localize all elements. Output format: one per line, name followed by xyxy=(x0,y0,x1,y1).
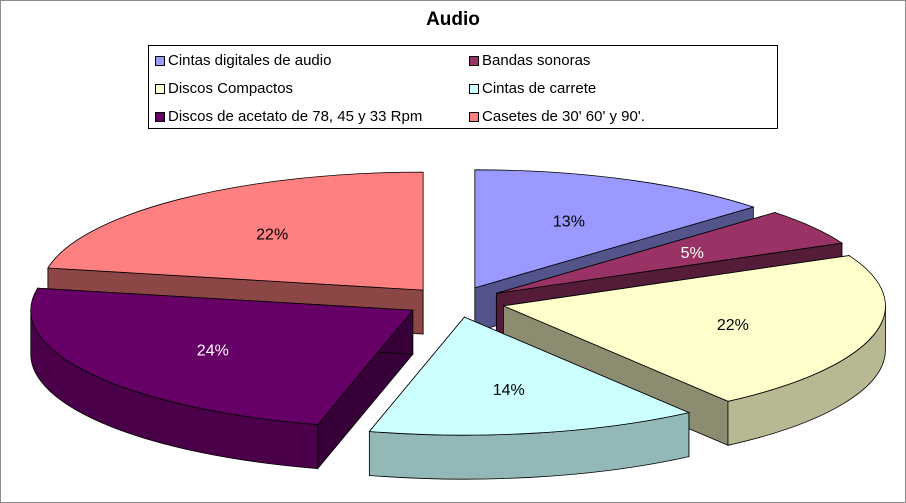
legend-swatch xyxy=(469,84,479,94)
data-label-bandas-sonoras: 5% xyxy=(681,245,704,262)
legend-swatch xyxy=(155,56,165,66)
slice-top-face xyxy=(501,255,886,402)
data-label-cintas-digitales: 13% xyxy=(553,214,585,231)
legend-label: Bandas sonoras xyxy=(482,52,591,69)
legend-label: Cintas digitales de audio xyxy=(168,52,332,69)
legend-swatch xyxy=(469,56,479,66)
data-label-discos-compactos: 22% xyxy=(717,317,749,334)
data-label-discos-acetato: 24% xyxy=(197,342,229,359)
legend-label: Discos Compactos xyxy=(168,80,294,97)
slice-top-face xyxy=(474,169,755,289)
slice-top-face xyxy=(30,287,414,425)
pie-slice-cintas-carrete: 14% xyxy=(368,316,691,480)
data-label-casetes: 22% xyxy=(256,227,288,244)
slice-top-face xyxy=(47,171,424,291)
pie-slice-discos-acetato: 24% xyxy=(30,287,414,470)
slice-top-face xyxy=(496,212,844,294)
legend-label: Discos de acetato de 78, 45 y 33 Rpm xyxy=(168,108,423,125)
legend-swatch xyxy=(469,112,479,122)
chart-legend: Cintas digitales de audio Bandas sonoras… xyxy=(148,45,778,129)
data-label-cintas-carrete: 14% xyxy=(493,382,525,399)
slice-top-face xyxy=(368,316,691,436)
legend-label: Cintas de carrete xyxy=(482,80,597,97)
legend-swatch xyxy=(155,112,165,122)
chart-title: Audio xyxy=(426,9,480,30)
legend-label: Casetes de 30' 60' y 90'. xyxy=(482,108,645,125)
legend-swatch xyxy=(155,84,165,94)
